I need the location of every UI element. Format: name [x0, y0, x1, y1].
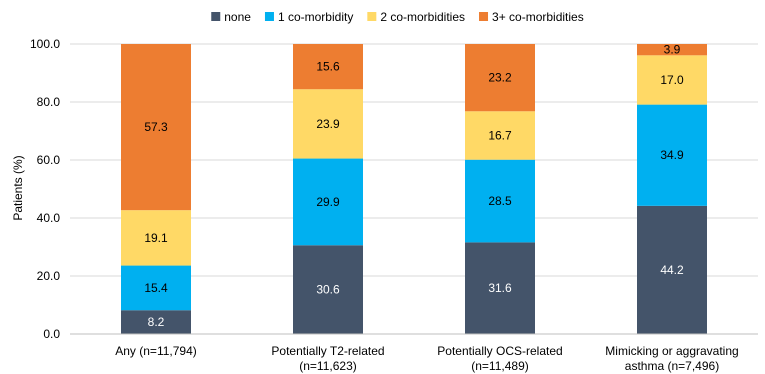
x-tick-label: Any (n=11,794): [115, 344, 197, 358]
data-label: 15.6: [316, 60, 340, 74]
data-label: 34.9: [660, 148, 684, 162]
bar-segment: [465, 44, 535, 112]
bars: [121, 44, 707, 334]
x-tick-label: Potentially OCS-related: [437, 344, 562, 358]
bar-segment: [637, 44, 707, 56]
data-label: 3.9: [664, 43, 681, 57]
data-label: 23.9: [316, 117, 340, 131]
y-axis: 0.0 20.0 40.0 60.0 80.0 100.0: [30, 37, 60, 341]
bar-segment: [121, 310, 191, 334]
data-label: 23.2: [488, 71, 512, 85]
legend-label: 3+ co-morbidities: [492, 10, 584, 24]
data-label: 19.1: [144, 231, 168, 245]
y-axis-title: Patients (%): [11, 155, 25, 220]
data-label: 28.5: [488, 194, 512, 208]
data-label: 31.6: [488, 281, 512, 295]
x-tick-label: Mimicking or aggravating: [605, 344, 738, 358]
legend: none 1 co-morbidity 2 co-morbidities 3+ co-…: [211, 10, 584, 24]
bar-segment: [293, 44, 363, 90]
data-label: 30.6: [316, 283, 340, 297]
y-tick-label: 60.0: [37, 153, 61, 167]
x-axis: Any (n=11,794) Potentially T2-related(n=1…: [70, 333, 758, 373]
legend-item: none: [211, 10, 251, 24]
x-tick-label: (n=11,623): [299, 359, 357, 373]
data-label: 16.7: [488, 128, 512, 142]
legend-label: none: [224, 10, 251, 24]
bar-segment: [293, 245, 363, 334]
bar-segment: [637, 205, 707, 334]
data-labels: 8.2 15.4 19.1 57.3 30.6 29.9 23.9 15.6 31.6 28.5 1…: [144, 43, 684, 329]
x-tick-label: (n=11,489): [471, 359, 529, 373]
legend-label: 1 co-morbidity: [278, 10, 353, 24]
y-tick-label: 100.0: [30, 37, 60, 51]
x-tick-label: asthma (n=7,496): [625, 359, 719, 373]
y-tick-label: 80.0: [37, 95, 61, 109]
data-label: 29.9: [316, 195, 340, 209]
legend-swatch: [264, 12, 274, 21]
bar-segment: [121, 210, 191, 266]
legend-swatch: [211, 12, 221, 21]
legend-swatch: [367, 12, 377, 21]
bar-segment: [465, 159, 535, 243]
bar-segment: [637, 104, 707, 206]
bar-segment: [465, 111, 535, 160]
legend-item: 2 co-morbidities: [367, 10, 465, 24]
bar-segment: [121, 44, 191, 211]
legend-label: 2 co-morbidities: [380, 10, 465, 24]
x-tick-label: Potentially T2-related: [271, 344, 384, 358]
bar-segment: [293, 89, 363, 159]
legend-item: 3+ co-morbidities: [479, 10, 584, 24]
bar-segment: [121, 265, 191, 311]
legend-item: 1 co-morbidity: [264, 10, 353, 24]
bar-segment: [293, 158, 363, 246]
bar-segment: [465, 242, 535, 334]
bar-segment: [637, 55, 707, 105]
y-tick-label: 40.0: [37, 211, 61, 225]
y-tick-label: 20.0: [37, 269, 61, 283]
data-label: 8.2: [148, 315, 165, 329]
data-label: 15.4: [144, 281, 168, 295]
data-label: 44.2: [660, 263, 684, 277]
data-label: 17.0: [660, 73, 684, 87]
data-label: 57.3: [144, 120, 168, 134]
y-tick-label: 0.0: [43, 327, 60, 341]
legend-swatch: [479, 12, 489, 21]
